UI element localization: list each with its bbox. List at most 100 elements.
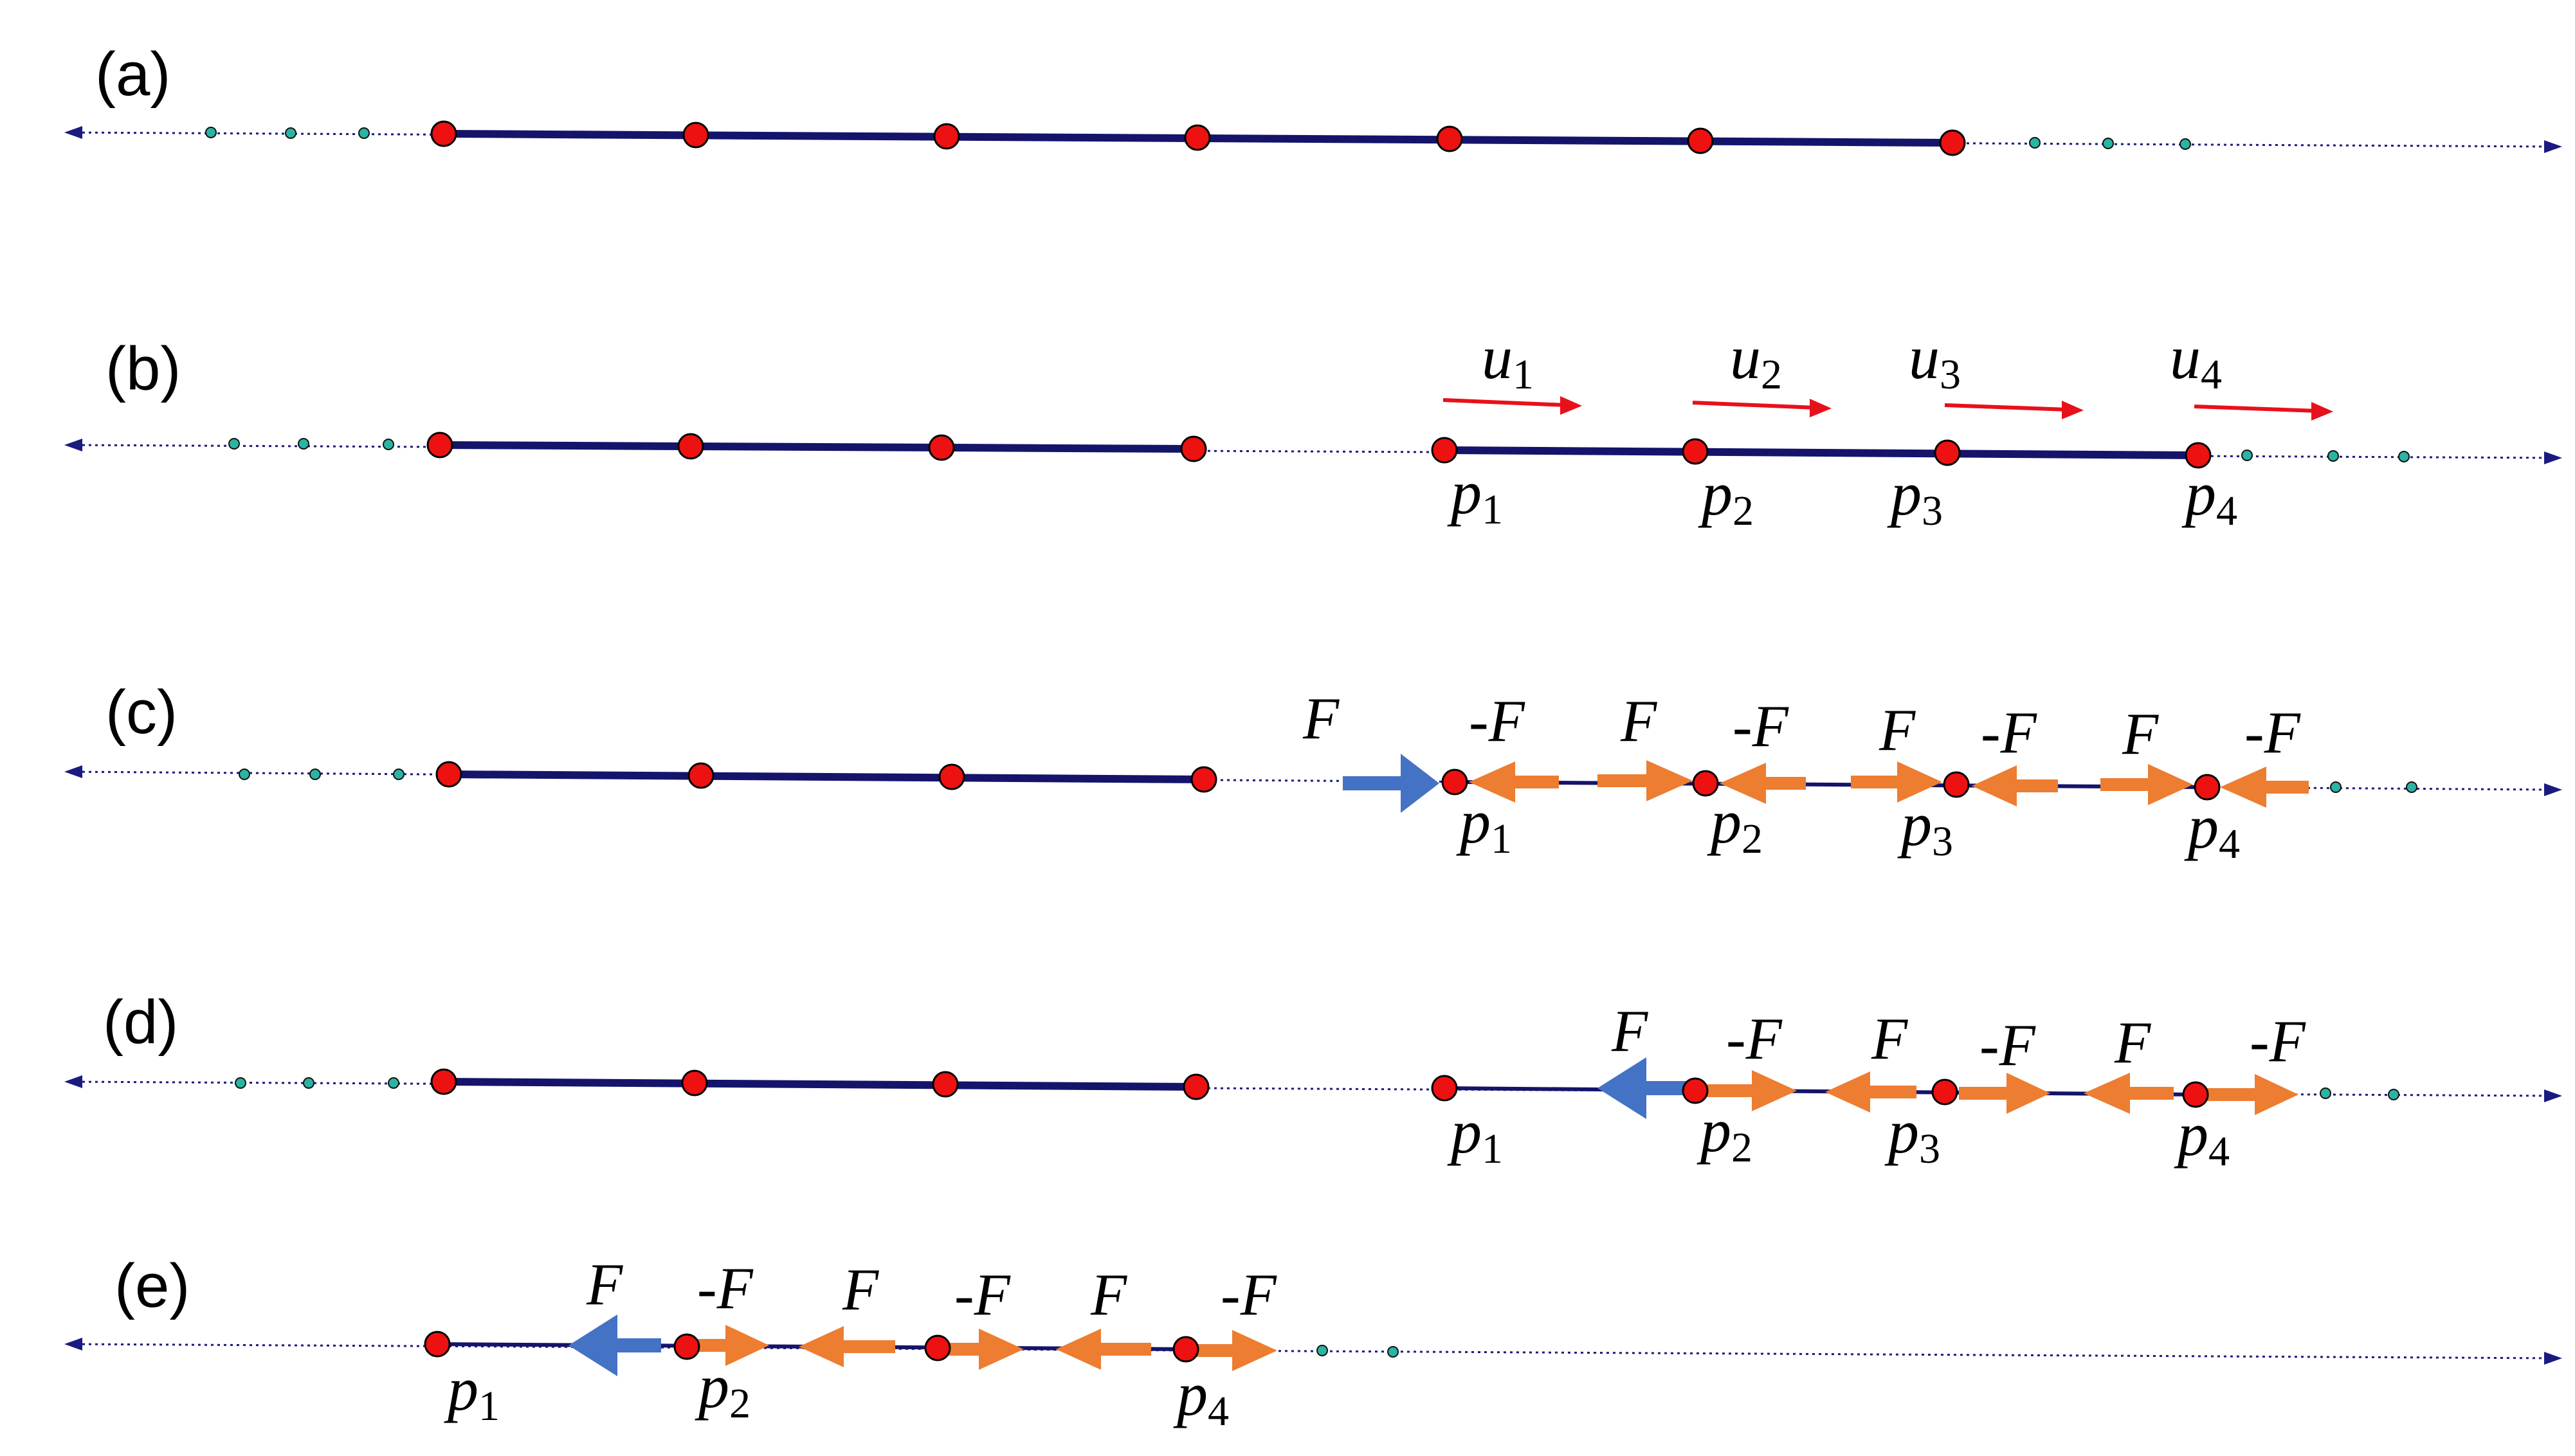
panel-b-right-rod — [1441, 446, 2202, 459]
panel-c: (c) — [64, 678, 2562, 868]
force-label-minus-F: -F — [954, 1262, 1011, 1327]
panel-b-particle-p3 — [1934, 439, 1961, 466]
force-label-minus-F: -F — [697, 1255, 754, 1321]
panel-b-ghost-dot — [298, 438, 309, 450]
panel-d-particle-p1 — [1431, 1075, 1458, 1102]
panel-c-ghost-dot — [393, 769, 405, 780]
panel-e-particle-p1 — [424, 1331, 451, 1358]
velocity-label-u2: u2 — [1730, 323, 1782, 398]
particle-label-p4: p4 — [2174, 1100, 2230, 1175]
particle-label-p2: p2 — [1707, 787, 1763, 862]
panel-d-axis-right-arrowhead — [2544, 1089, 2562, 1102]
panel-d-particle — [1183, 1073, 1210, 1100]
velocity-arrow-u1 — [1442, 396, 1582, 415]
panel-c-particle — [1190, 766, 1217, 793]
velocity-label-u3: u3 — [1909, 323, 1961, 398]
panel-c-particle-p2 — [1692, 770, 1719, 797]
panel-c-label: (c) — [105, 678, 177, 747]
panel-a-particle — [682, 122, 709, 149]
panel-b-particle — [1180, 435, 1207, 462]
panel-d-label: (d) — [103, 988, 178, 1057]
pair-force-arrow-2 — [1597, 760, 1693, 801]
particle-label-p4: p4 — [1173, 1360, 1229, 1435]
panel-d-ghost-dot — [235, 1077, 246, 1089]
velocity-label-u4: u4 — [2170, 323, 2222, 398]
panel-b-axis-left-arrowhead — [64, 439, 82, 451]
pair-force-arrow-4 — [2084, 1073, 2174, 1114]
panel-d-axis-left-arrowhead — [64, 1075, 82, 1088]
panel-b-particle — [677, 433, 704, 460]
pair-force-arrow-6 — [2100, 764, 2193, 805]
panel-e-particle-p2 — [673, 1333, 700, 1360]
panel-d-ghost-dot — [2388, 1089, 2399, 1100]
panel-a-axis-right-arrowhead — [2544, 140, 2562, 153]
panel-c-ghost-dot — [309, 769, 321, 780]
panel-d-particle-p4 — [2182, 1081, 2209, 1108]
velocity-label-u1: u1 — [1482, 323, 1534, 398]
panel-c-particle — [687, 762, 714, 789]
panel-a-particle — [933, 123, 960, 150]
panel-e: (e) — [64, 1251, 2562, 1435]
panel-b-ghost-dot — [228, 438, 240, 450]
panel-b-ghost-dot — [2327, 450, 2339, 462]
panel-d-particle-p2 — [1682, 1077, 1709, 1104]
panel-a-particle — [1939, 129, 1966, 156]
panel-c-ghost-dot — [2406, 781, 2417, 793]
particle-label-p2: p2 — [1698, 459, 1754, 534]
panel-c-left-rod — [445, 770, 1208, 783]
velocity-arrow-u2 — [1692, 399, 1832, 417]
particle-label-p2: p2 — [1697, 1096, 1752, 1171]
panel-e-label: (e) — [114, 1251, 190, 1320]
force-label-minus-F: -F — [2244, 700, 2301, 765]
force-label-minus-F: -F — [1726, 1006, 1783, 1071]
panel-c-particle-p1 — [1441, 769, 1468, 796]
panel-e-axis-left-arrowhead — [64, 1338, 82, 1351]
panel-b-ghost-dot — [2241, 450, 2253, 461]
panel-d-ghost-dot — [2320, 1087, 2331, 1099]
panel-b-label: (b) — [105, 334, 181, 403]
force-label-F: F — [586, 1251, 623, 1317]
panel-a: (a) — [64, 40, 2562, 156]
panel-a-ghost-dot — [205, 127, 217, 138]
panel-b-axis-right-arrowhead — [2544, 451, 2562, 464]
force-label-F: F — [842, 1257, 879, 1322]
panel-b: (b) — [64, 323, 2562, 534]
particle-label-p4: p4 — [2184, 792, 2240, 868]
pair-force-arrow-4 — [1056, 1329, 1151, 1370]
particle-label-p1: p1 — [1456, 787, 1512, 862]
particle-label-p1: p1 — [1447, 458, 1503, 533]
force-label-F: F — [1879, 697, 1916, 763]
particle-label-p1: p1 — [444, 1354, 500, 1430]
force-label-F: F — [2114, 1010, 2151, 1075]
panel-c-right-rod — [1454, 780, 2208, 789]
panel-b-particle-p2 — [1682, 438, 1709, 465]
panel-d-particle — [430, 1068, 457, 1095]
panel-c-axis-right-arrowhead — [2544, 783, 2562, 796]
panel-d: (d) — [64, 988, 2562, 1175]
velocity-arrow-u4 — [2194, 402, 2333, 421]
force-label-F: F — [2122, 701, 2159, 767]
panel-c-ghost-dot — [2330, 781, 2342, 793]
pair-force-arrow-5 — [2207, 1074, 2298, 1115]
panel-b-particle — [426, 432, 453, 459]
panel-c-particle — [435, 761, 462, 788]
particle-label-p3: p3 — [1897, 790, 1953, 865]
particle-label-p2: p2 — [695, 1352, 751, 1427]
force-label-minus-F: -F — [1981, 700, 2037, 765]
panel-d-particle-p3 — [1931, 1078, 1958, 1106]
force-label-minus-F: -F — [1979, 1012, 2036, 1078]
pair-force-arrow-5 — [1972, 765, 2058, 806]
panel-e-axis — [69, 1343, 2555, 1360]
force-label-F: F — [1871, 1006, 1908, 1071]
particle-label-p3: p3 — [1884, 1097, 1940, 1172]
force-label-minus-F: -F — [1221, 1262, 1277, 1327]
panel-d-ghost-dot — [303, 1077, 314, 1089]
panel-c-particle-p3 — [1943, 771, 1970, 798]
panel-c-particle-p4 — [2194, 774, 2221, 801]
panel-a-particle — [430, 120, 457, 147]
pair-force-arrow-1 — [1469, 761, 1559, 803]
panel-b-particle-p1 — [1431, 437, 1458, 464]
panel-c-axis-left-arrowhead — [64, 765, 82, 778]
force-label-F: F — [1620, 688, 1657, 754]
